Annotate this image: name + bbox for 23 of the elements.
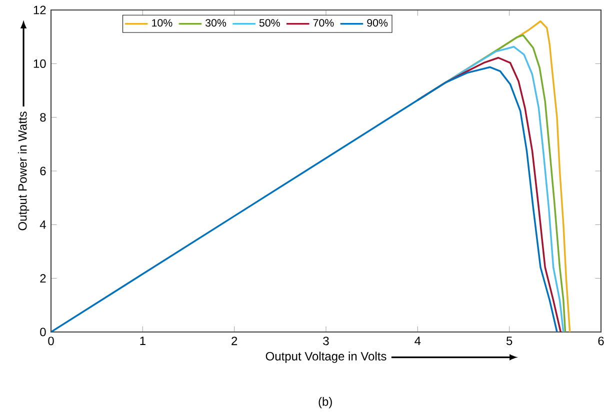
y-tick-label: 0 [40, 328, 46, 336]
legend-label: 30% [206, 19, 226, 27]
legend-label: 10% [152, 19, 172, 27]
y-tick-label: 10 [34, 59, 46, 68]
x-tick-label: 3 [323, 336, 329, 346]
legend-label: 90% [367, 19, 388, 27]
y-tick-label: 2 [40, 274, 46, 283]
x-axis-title: Output Voltage in Volts [266, 352, 386, 363]
y-tick-label: 8 [40, 113, 46, 122]
y-tick-label: 4 [40, 220, 46, 229]
x-tick-label: 2 [232, 336, 238, 346]
x-tick-label: 1 [140, 336, 146, 345]
text: (b) [318, 397, 332, 408]
legend-label: 50% [259, 19, 280, 27]
x-tick-label: 4 [414, 336, 421, 345]
y-axis-title: Output Power in Watts [18, 112, 30, 230]
x-tick-label: 5 [506, 336, 512, 346]
x-tick-label: 6 [598, 336, 604, 346]
line-series [51, 66, 558, 332]
legend-label: 70% [313, 19, 334, 27]
y-tick-label: 12 [34, 6, 46, 14]
y-tick-label: 6 [40, 166, 46, 176]
x-tick-label: 0 [48, 336, 54, 346]
